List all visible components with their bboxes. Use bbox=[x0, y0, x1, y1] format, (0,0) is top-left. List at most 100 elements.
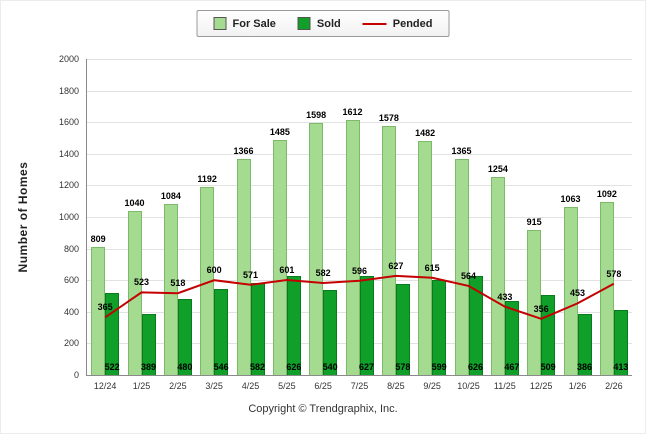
x-tick-label: 7/25 bbox=[350, 381, 369, 391]
x-tick-label: 2/26 bbox=[605, 381, 623, 391]
grid-line bbox=[87, 153, 632, 155]
pended-value-label: 571 bbox=[242, 269, 259, 280]
x-tick-label: 9/25 bbox=[423, 381, 441, 391]
for-sale-value-label: 1485 bbox=[269, 127, 290, 138]
pended-value-label: 582 bbox=[315, 268, 331, 279]
pended-value-label: 523 bbox=[133, 277, 150, 288]
for-sale-value-label: 1612 bbox=[342, 107, 363, 118]
x-tick-label: 2/25 bbox=[169, 381, 187, 391]
grid-line bbox=[87, 90, 632, 92]
bar-for-sale bbox=[163, 203, 178, 375]
bar-for-sale bbox=[91, 247, 106, 375]
sold-value-label: 480 bbox=[177, 362, 193, 372]
for-sale-value-label: 1063 bbox=[560, 194, 581, 205]
legend-item-pended: Pended bbox=[362, 17, 433, 30]
x-tick-label: 3/25 bbox=[205, 381, 223, 391]
pended-value-label: 627 bbox=[388, 260, 404, 271]
pended-value-label: 615 bbox=[424, 262, 440, 273]
for-sale-value-label: 809 bbox=[90, 234, 106, 245]
bar-for-sale bbox=[563, 207, 578, 375]
y-tick-label: 800 bbox=[63, 243, 79, 254]
for-sale-swatch-icon bbox=[213, 17, 227, 30]
sold-value-label: 389 bbox=[140, 362, 157, 372]
x-tick-label: 1/25 bbox=[132, 381, 151, 391]
bar-sold bbox=[141, 313, 156, 375]
pended-value-label: 578 bbox=[606, 268, 622, 279]
sold-value-label: 599 bbox=[431, 362, 447, 372]
sold-value-label: 582 bbox=[249, 362, 266, 372]
x-tick-label: 10/25 bbox=[457, 381, 480, 391]
bar-for-sale bbox=[309, 122, 324, 375]
for-sale-value-label: 1482 bbox=[415, 127, 436, 138]
x-tick-label: 12/25 bbox=[529, 381, 553, 391]
sold-swatch-icon bbox=[297, 17, 311, 30]
pended-value-label: 518 bbox=[170, 278, 186, 289]
for-sale-value-label: 1092 bbox=[596, 189, 617, 200]
pended-value-label: 600 bbox=[206, 265, 222, 276]
for-sale-value-label: 915 bbox=[526, 217, 542, 228]
bar-sold bbox=[395, 283, 410, 375]
x-tick-label: 11/25 bbox=[493, 381, 516, 391]
grid-line bbox=[87, 217, 632, 218]
legend-item-for-sale: For Sale bbox=[213, 17, 276, 30]
y-tick-label: 0 bbox=[73, 370, 79, 380]
legend: For Sale Sold Pended bbox=[196, 10, 450, 37]
bar-sold bbox=[504, 301, 519, 375]
for-sale-value-label: 1366 bbox=[233, 146, 254, 157]
sold-value-label: 413 bbox=[613, 362, 629, 372]
bar-sold bbox=[214, 288, 229, 375]
grid-line bbox=[87, 248, 632, 250]
plot-area: 12/24 1/25 2/25 3/25 4/25 5/25 6/25 7/25 8/25 9/2… bbox=[86, 59, 632, 391]
bar-for-sale bbox=[381, 125, 396, 375]
x-tick-label: 1/26 bbox=[568, 381, 587, 391]
for-sale-value-label: 1040 bbox=[124, 197, 145, 208]
pended-value-label: 365 bbox=[97, 302, 113, 313]
bar-for-sale bbox=[345, 120, 360, 375]
grid-line bbox=[87, 122, 632, 124]
bar-sold bbox=[468, 276, 483, 375]
y-tick-label: 200 bbox=[63, 338, 79, 349]
for-sale-value-label: 1254 bbox=[487, 163, 508, 174]
bar-sold bbox=[432, 280, 447, 375]
y-tick-label: 1200 bbox=[58, 180, 79, 191]
bar-sold bbox=[177, 299, 192, 375]
bar-for-sale bbox=[527, 230, 542, 375]
grid-line bbox=[87, 185, 632, 187]
sold-value-label: 626 bbox=[286, 362, 302, 372]
pended-value-label: 453 bbox=[569, 288, 586, 299]
sold-value-label: 467 bbox=[504, 362, 520, 372]
sold-value-label: 522 bbox=[104, 362, 120, 372]
bar-sold bbox=[323, 289, 338, 375]
y-tick-label: 1400 bbox=[58, 148, 79, 159]
sold-value-label: 627 bbox=[358, 362, 375, 372]
bar-for-sale bbox=[418, 140, 433, 375]
for-sale-value-label: 1084 bbox=[160, 190, 181, 201]
for-sale-value-label: 1192 bbox=[197, 173, 217, 184]
pended-value-label: 356 bbox=[533, 303, 549, 314]
x-tick-label: 5/25 bbox=[278, 381, 296, 391]
bar-for-sale bbox=[490, 176, 505, 375]
y-tick-label: 1800 bbox=[58, 85, 79, 96]
y-tick-label: 600 bbox=[63, 275, 79, 286]
y-tick-label: 2000 bbox=[58, 54, 79, 64]
sold-value-label: 540 bbox=[322, 362, 338, 372]
x-tick-label: 8/25 bbox=[387, 381, 405, 391]
y-tick-label: 1600 bbox=[58, 117, 79, 128]
bar-for-sale bbox=[272, 140, 287, 375]
pended-value-label: 564 bbox=[460, 270, 477, 281]
sold-value-label: 509 bbox=[540, 362, 556, 372]
legend-sold-label: Sold bbox=[316, 17, 341, 30]
legend-pended-label: Pended bbox=[392, 17, 433, 30]
bar-sold bbox=[613, 309, 628, 375]
y-tick-label: 400 bbox=[63, 306, 79, 317]
y-axis-title: Number of Homes bbox=[16, 161, 30, 273]
grid-line bbox=[87, 59, 632, 60]
bar-sold bbox=[105, 292, 120, 375]
bar-for-sale bbox=[454, 159, 469, 375]
for-sale-value-label: 1598 bbox=[306, 109, 327, 120]
y-tick-label: 1000 bbox=[58, 212, 79, 222]
sold-value-label: 626 bbox=[467, 362, 484, 372]
x-tick-label: 4/25 bbox=[241, 381, 260, 391]
x-tick-label: 12/24 bbox=[93, 381, 117, 391]
